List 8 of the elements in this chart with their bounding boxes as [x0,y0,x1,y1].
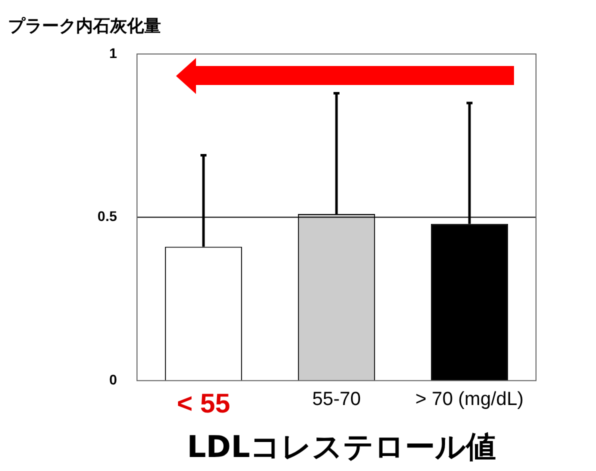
x-axis-title: LDLコレステロール値 [186,430,496,465]
x-tick-label: 55-70 [312,389,361,410]
y-axis-title: プラーク内石灰化量 [8,16,161,36]
y-tick-label: 0 [109,371,118,388]
y-tick-label: 1 [109,44,118,61]
x-tick-label: < 55 [176,388,230,418]
y-tick-label: 0.5 [98,208,118,224]
x-tick-label: > 70 (mg/dL) [415,389,524,410]
